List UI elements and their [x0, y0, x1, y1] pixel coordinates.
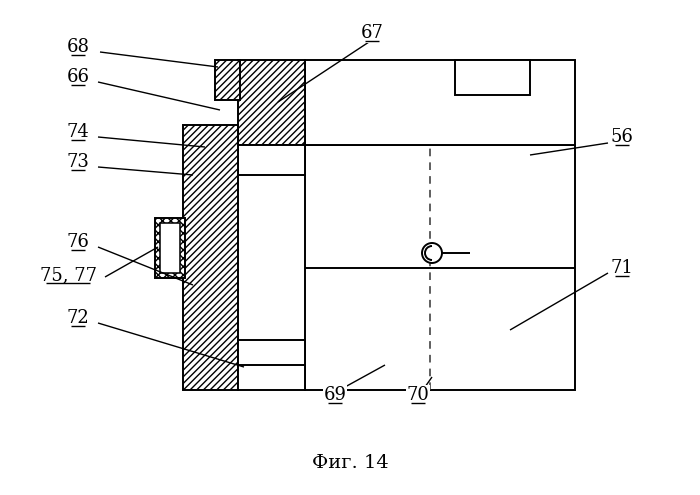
Text: 73: 73 [66, 153, 90, 171]
Bar [183, 125, 238, 390]
Text: 76: 76 [66, 233, 90, 251]
Text: 56: 56 [610, 128, 634, 146]
Text: 74: 74 [66, 123, 90, 141]
Bar [305, 145, 575, 390]
Bar [238, 340, 305, 390]
Text: 70: 70 [407, 386, 429, 404]
Text: 68: 68 [66, 38, 90, 56]
Bar [155, 218, 185, 278]
Bar [160, 223, 180, 273]
Text: 69: 69 [323, 386, 346, 404]
Bar [305, 60, 575, 145]
Bar [215, 60, 240, 100]
Bar [455, 60, 530, 95]
Bar [238, 145, 305, 175]
Text: 75, 77: 75, 77 [39, 266, 97, 284]
Text: Фиг. 14: Фиг. 14 [312, 454, 388, 472]
Text: 67: 67 [360, 24, 384, 42]
Text: 71: 71 [610, 259, 634, 277]
Bar [238, 60, 305, 145]
Circle shape [422, 243, 442, 263]
Text: 72: 72 [66, 309, 90, 327]
Text: 66: 66 [66, 68, 90, 86]
